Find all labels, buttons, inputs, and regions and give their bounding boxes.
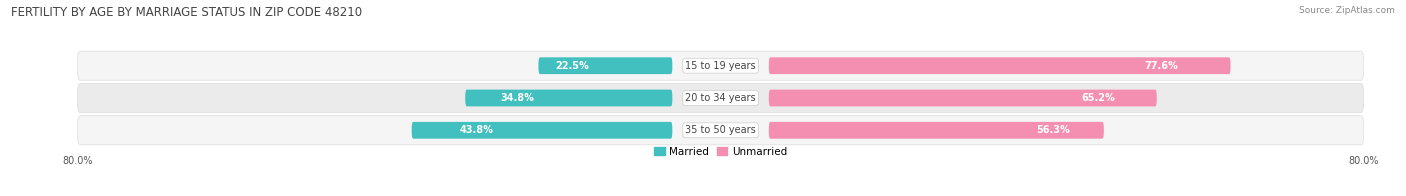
FancyBboxPatch shape <box>465 90 672 106</box>
FancyBboxPatch shape <box>77 51 1364 80</box>
Text: 22.5%: 22.5% <box>555 61 589 71</box>
FancyBboxPatch shape <box>77 83 1364 113</box>
Text: 34.8%: 34.8% <box>501 93 534 103</box>
Text: 65.2%: 65.2% <box>1081 93 1115 103</box>
FancyBboxPatch shape <box>538 57 672 74</box>
Text: 20 to 34 years: 20 to 34 years <box>685 93 756 103</box>
Text: 15 to 19 years: 15 to 19 years <box>685 61 756 71</box>
FancyBboxPatch shape <box>77 116 1364 145</box>
Text: 77.6%: 77.6% <box>1144 61 1178 71</box>
Legend: Married, Unmarried: Married, Unmarried <box>650 142 792 161</box>
FancyBboxPatch shape <box>412 122 672 139</box>
FancyBboxPatch shape <box>769 90 1157 106</box>
Text: Source: ZipAtlas.com: Source: ZipAtlas.com <box>1299 6 1395 15</box>
Text: 35 to 50 years: 35 to 50 years <box>685 125 756 135</box>
Text: 43.8%: 43.8% <box>460 125 494 135</box>
Text: 56.3%: 56.3% <box>1036 125 1070 135</box>
FancyBboxPatch shape <box>769 57 1230 74</box>
Text: FERTILITY BY AGE BY MARRIAGE STATUS IN ZIP CODE 48210: FERTILITY BY AGE BY MARRIAGE STATUS IN Z… <box>11 6 363 19</box>
FancyBboxPatch shape <box>769 122 1104 139</box>
